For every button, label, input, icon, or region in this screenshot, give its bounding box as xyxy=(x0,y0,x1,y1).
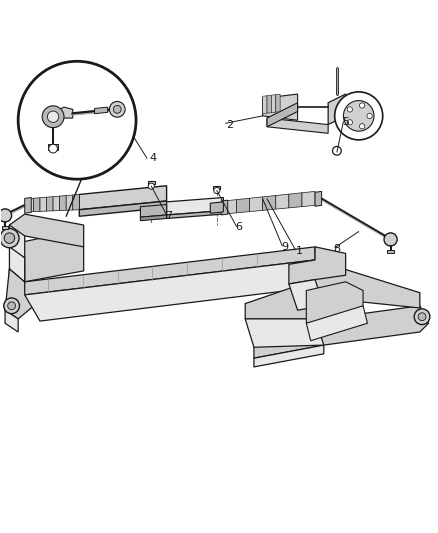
Polygon shape xyxy=(306,282,363,323)
Polygon shape xyxy=(267,118,328,133)
Polygon shape xyxy=(48,144,58,150)
Circle shape xyxy=(384,233,397,246)
Circle shape xyxy=(343,101,374,131)
Polygon shape xyxy=(27,198,33,212)
Circle shape xyxy=(49,144,57,153)
Polygon shape xyxy=(263,196,276,211)
Polygon shape xyxy=(221,200,228,215)
Polygon shape xyxy=(306,306,367,341)
Circle shape xyxy=(367,113,372,118)
Polygon shape xyxy=(141,205,166,217)
Polygon shape xyxy=(213,185,220,189)
Text: 7: 7 xyxy=(165,211,172,221)
Polygon shape xyxy=(60,196,66,211)
Polygon shape xyxy=(95,107,108,114)
Polygon shape xyxy=(40,197,46,212)
Polygon shape xyxy=(10,245,25,282)
Polygon shape xyxy=(148,181,155,184)
Polygon shape xyxy=(73,195,79,210)
Polygon shape xyxy=(267,95,272,113)
Circle shape xyxy=(113,106,121,113)
Circle shape xyxy=(335,92,383,140)
Text: 9: 9 xyxy=(281,242,288,252)
Circle shape xyxy=(8,302,15,310)
Polygon shape xyxy=(46,107,73,125)
Polygon shape xyxy=(25,260,324,321)
Polygon shape xyxy=(263,96,267,114)
Text: 2: 2 xyxy=(226,119,233,130)
Polygon shape xyxy=(328,94,346,125)
Polygon shape xyxy=(3,227,8,229)
Polygon shape xyxy=(166,211,223,219)
Polygon shape xyxy=(276,94,280,112)
Circle shape xyxy=(332,147,341,155)
Polygon shape xyxy=(10,269,175,295)
Circle shape xyxy=(214,188,220,193)
Circle shape xyxy=(347,107,353,112)
Polygon shape xyxy=(289,193,302,208)
Polygon shape xyxy=(33,198,40,212)
Text: 8: 8 xyxy=(333,244,340,254)
Polygon shape xyxy=(267,103,297,127)
Polygon shape xyxy=(166,198,223,215)
Polygon shape xyxy=(272,95,276,112)
Polygon shape xyxy=(141,215,166,221)
Text: 6: 6 xyxy=(235,222,242,232)
Polygon shape xyxy=(289,280,324,310)
Circle shape xyxy=(360,124,365,129)
Circle shape xyxy=(418,313,426,321)
Polygon shape xyxy=(10,214,84,247)
Polygon shape xyxy=(289,247,346,284)
Polygon shape xyxy=(10,225,25,258)
Polygon shape xyxy=(254,306,428,358)
Polygon shape xyxy=(245,260,420,319)
Polygon shape xyxy=(25,198,31,213)
Polygon shape xyxy=(276,194,289,209)
Polygon shape xyxy=(53,196,60,211)
Circle shape xyxy=(4,233,14,244)
Text: 1: 1 xyxy=(296,246,303,256)
Polygon shape xyxy=(210,202,223,213)
Polygon shape xyxy=(79,201,166,216)
Polygon shape xyxy=(387,251,394,253)
Polygon shape xyxy=(302,191,315,207)
Polygon shape xyxy=(5,310,18,332)
Text: 4: 4 xyxy=(149,153,156,163)
Polygon shape xyxy=(223,200,237,214)
Polygon shape xyxy=(254,345,324,367)
Circle shape xyxy=(4,298,19,313)
Circle shape xyxy=(360,103,365,108)
Polygon shape xyxy=(10,234,84,282)
Polygon shape xyxy=(237,198,250,213)
Circle shape xyxy=(47,111,59,123)
Polygon shape xyxy=(10,269,25,297)
Circle shape xyxy=(0,209,12,222)
Circle shape xyxy=(414,309,430,325)
Circle shape xyxy=(110,101,125,117)
Polygon shape xyxy=(66,195,73,211)
Polygon shape xyxy=(5,269,44,319)
Circle shape xyxy=(148,183,154,189)
Polygon shape xyxy=(263,94,297,120)
Polygon shape xyxy=(250,197,263,212)
Polygon shape xyxy=(79,185,166,210)
Circle shape xyxy=(18,61,136,179)
Text: 5: 5 xyxy=(342,117,349,127)
Circle shape xyxy=(42,106,64,128)
Circle shape xyxy=(347,120,353,125)
Polygon shape xyxy=(315,191,321,206)
Circle shape xyxy=(0,229,19,248)
Polygon shape xyxy=(25,247,315,295)
Polygon shape xyxy=(46,197,53,211)
Polygon shape xyxy=(245,319,324,348)
